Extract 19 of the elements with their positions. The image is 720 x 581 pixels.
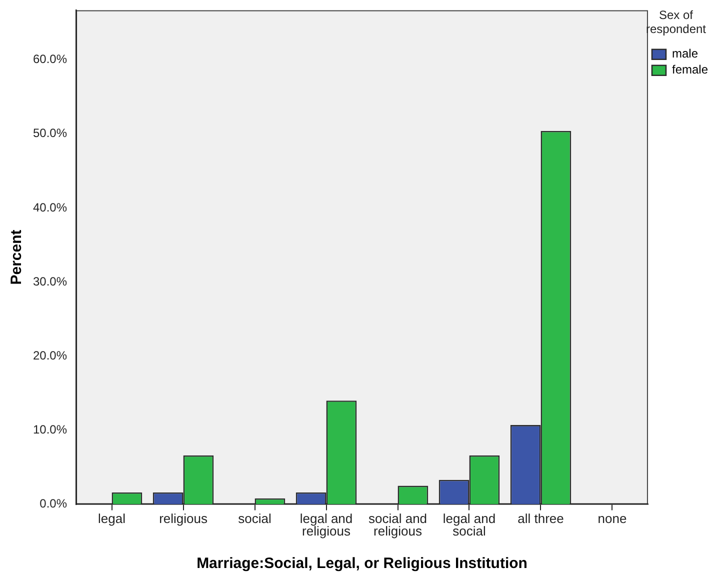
x-tick-label: all three: [518, 511, 564, 526]
x-tick-label: legal and religious: [300, 511, 353, 538]
y-tick-label: 60.0%: [32, 52, 68, 66]
x-tick-label: social: [238, 511, 272, 526]
y-tick-label: 30.0%: [32, 274, 68, 288]
x-tick-label: social and religious: [368, 511, 428, 538]
y-tick-label: 20.0%: [32, 348, 68, 362]
legend-label: male: [672, 46, 698, 61]
y-tick-label: 10.0%: [32, 422, 68, 437]
legend-label: female: [672, 62, 708, 77]
y-tick-label: 0.0%: [40, 496, 68, 511]
y-axis-title: Percent: [8, 230, 26, 285]
x-tick-label: legal: [98, 511, 126, 526]
x-tick-label: none: [598, 511, 627, 526]
x-tick-label: legal and social: [442, 511, 496, 538]
x-tick-label: religious: [159, 511, 208, 526]
y-tick-label: 50.0%: [32, 126, 68, 140]
x-axis-title: Marriage:Social, Legal, or Religious Institution: [196, 555, 528, 572]
y-tick-label: 40.0%: [32, 200, 68, 214]
